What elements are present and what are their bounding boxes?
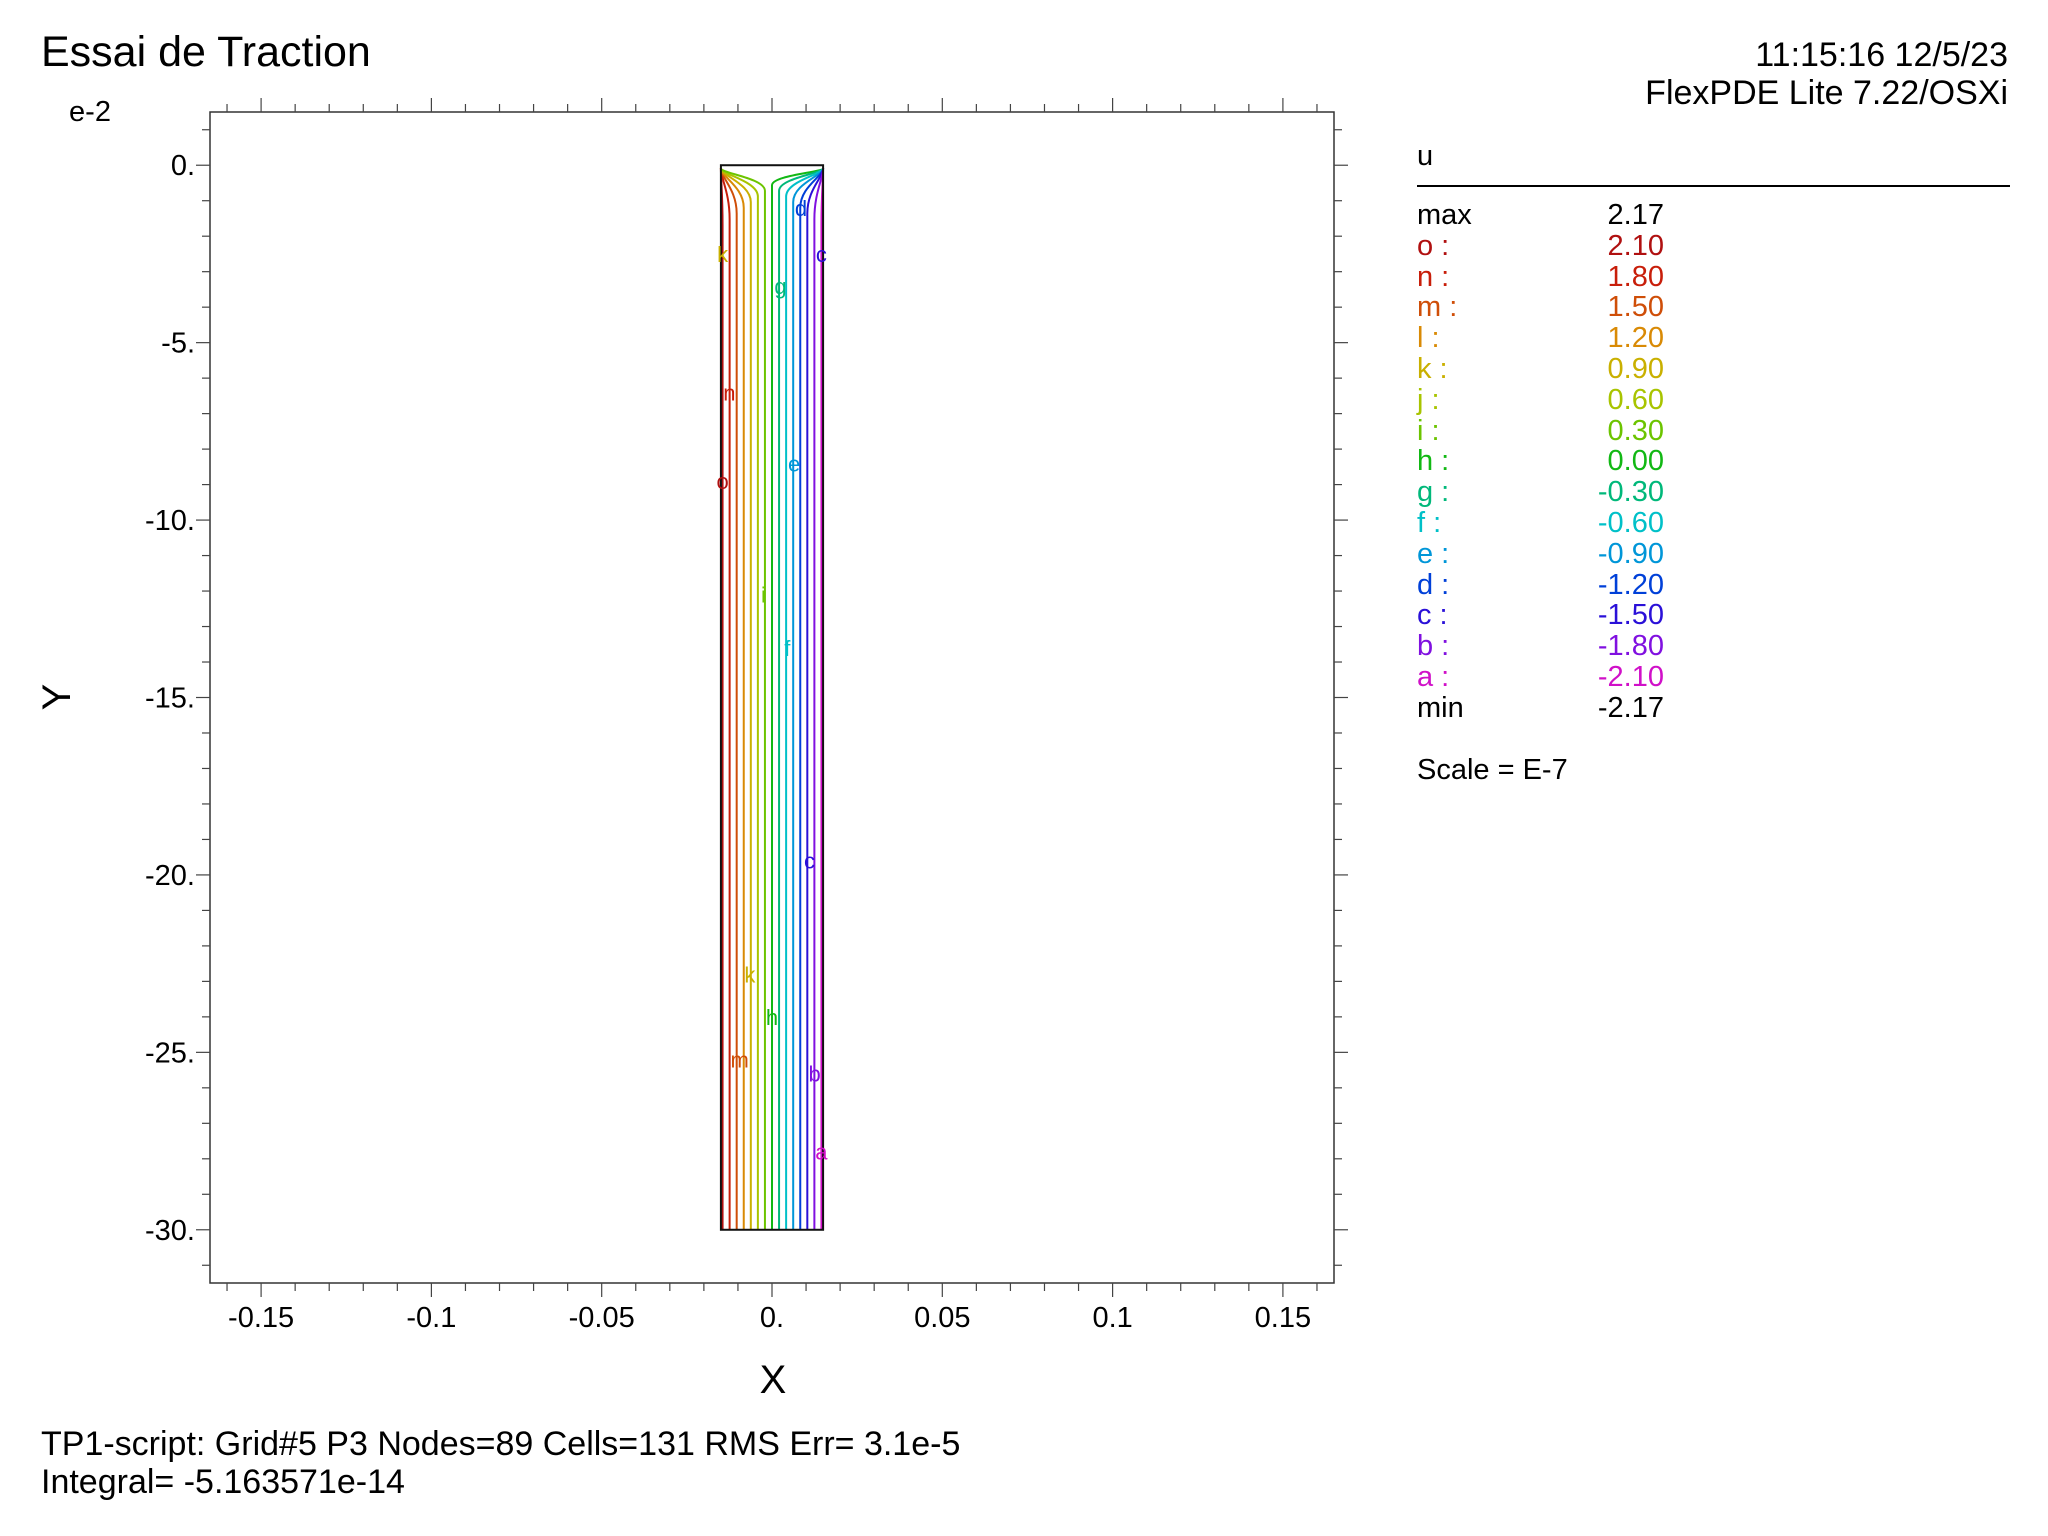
legend-level-value: -0.30 — [1597, 476, 1664, 509]
legend-level-label: a : — [1417, 660, 1450, 693]
plot-title: Essai de Traction — [41, 28, 371, 76]
solver-status: TP1-script: Grid#5 P3 Nodes=89 Cells=131… — [41, 1425, 961, 1463]
legend-level-value: -0.60 — [1597, 506, 1664, 539]
x-tick-label: 0.1 — [1092, 1302, 1132, 1334]
y-tick-label: -10. — [145, 505, 195, 537]
legend-level-value: 0.30 — [1607, 414, 1664, 447]
legend-row-l: l : 1.20 — [1417, 323, 2017, 354]
legend-level-label: o : — [1417, 229, 1450, 262]
contour-label-k: k — [744, 962, 756, 987]
contour-label-o: o — [716, 469, 728, 494]
legend-level-value: 1.50 — [1607, 291, 1664, 324]
contour-label-f: f — [784, 636, 791, 661]
integral-value: Integral= -5.163571e-14 — [41, 1463, 405, 1501]
legend-level-value: 1.20 — [1607, 322, 1664, 355]
contour-label-k: k — [717, 242, 729, 267]
legend-level-label: e : — [1417, 537, 1450, 570]
legend-level-label: b : — [1417, 630, 1450, 663]
legend-level-value: 2.17 — [1607, 199, 1664, 231]
legend-row-n: n : 1.80 — [1417, 260, 2017, 293]
legend-level-value: 2.10 — [1607, 229, 1664, 262]
x-tick-label: 0. — [760, 1302, 784, 1334]
legend-level-value: 0.90 — [1607, 352, 1664, 385]
contour-label-e: e — [788, 451, 800, 476]
y-tick-label: -5. — [161, 328, 195, 360]
contour-label-h: h — [766, 1005, 778, 1030]
y-tick-label: -30. — [145, 1215, 195, 1247]
legend-row-min: min -2.17 — [1417, 691, 2017, 724]
legend-level-value: 0.60 — [1607, 383, 1664, 416]
x-tick-label: -0.1 — [406, 1302, 456, 1334]
contour-label-i: i — [761, 583, 766, 608]
legend-level-label: d : — [1417, 568, 1450, 601]
legend-row-c: c : -1.50 — [1417, 600, 2017, 631]
contour-label-c: c — [804, 849, 815, 874]
legend-variable: u — [1417, 140, 1434, 172]
y-axis-label: Y — [35, 684, 79, 711]
legend-level-label: k : — [1417, 352, 1448, 385]
domain-boundary — [719, 164, 825, 1231]
legend-row-d: d : -1.20 — [1417, 568, 2017, 601]
x-tick-label: -0.15 — [228, 1302, 294, 1334]
contour-label-m: m — [730, 1047, 748, 1072]
y-tick-label: -20. — [145, 860, 195, 892]
legend-level-value: -2.17 — [1597, 691, 1664, 724]
contour-label-a: a — [815, 1140, 828, 1165]
legend-row-j: j : 0.60 — [1417, 383, 2017, 416]
y-exponent-label: e-2 — [69, 96, 111, 128]
legend-row-a: a : -2.10 — [1417, 662, 2017, 693]
x-tick-label: -0.05 — [569, 1302, 635, 1334]
legend-level-label: c : — [1417, 599, 1448, 632]
y-tick-label: -25. — [145, 1037, 195, 1069]
x-tick-label: 0.05 — [914, 1302, 970, 1334]
y-tick-label: -15. — [145, 683, 195, 715]
legend-row-max: max 2.17 — [1417, 200, 2017, 231]
legend-level-label: min — [1417, 691, 1464, 724]
legend-row-f: f : -0.60 — [1417, 508, 2017, 539]
legend-level-value: 0.00 — [1607, 445, 1664, 478]
legend-divider — [1417, 185, 2010, 187]
legend-level-label: l : — [1417, 322, 1440, 355]
legend-row-o: o : 2.10 — [1417, 229, 2017, 262]
legend-row-h: h : 0.00 — [1417, 446, 2017, 477]
x-axis-label: X — [760, 1358, 787, 1402]
contour-label-n: n — [723, 380, 735, 405]
contour-label-g: g — [774, 274, 786, 299]
x-tick-label: 0.15 — [1255, 1302, 1311, 1334]
legend-level-label: j : — [1417, 383, 1440, 416]
legend-level-label: max — [1417, 199, 1472, 231]
legend-level-value: -1.20 — [1597, 568, 1664, 601]
legend-level-label: f : — [1417, 506, 1442, 539]
legend-row-b: b : -1.80 — [1417, 631, 2017, 662]
legend-level-value: 1.80 — [1607, 260, 1664, 293]
contour-line-i — [719, 167, 766, 1230]
program-version: FlexPDE Lite 7.22/OSXi — [1645, 74, 2008, 112]
legend-row-g: g : -0.30 — [1417, 477, 2017, 508]
legend-level-label: m : — [1417, 291, 1458, 324]
contour-label-b: b — [808, 1062, 820, 1087]
legend-row-e: e : -0.90 — [1417, 537, 2017, 570]
legend-row-m: m : 1.50 — [1417, 292, 2017, 323]
legend-level-value: -1.50 — [1597, 599, 1664, 632]
y-tick-label: 0. — [171, 150, 195, 182]
contour-label-c: c — [816, 242, 827, 267]
legend-level-label: n : — [1417, 260, 1450, 293]
timestamp: 11:15:16 12/5/23 — [1755, 36, 2008, 74]
legend-row-k: k : 0.90 — [1417, 354, 2017, 385]
legend-level-label: g : — [1417, 476, 1450, 509]
contour-label-d: d — [795, 196, 807, 221]
legend-level-value: -0.90 — [1597, 537, 1664, 570]
legend-level-label: h : — [1417, 445, 1450, 478]
legend-row-i: i : 0.30 — [1417, 414, 2017, 447]
legend-level-label: i : — [1417, 414, 1440, 447]
legend-level-value: -2.10 — [1597, 660, 1664, 693]
legend-level-value: -1.80 — [1597, 630, 1664, 663]
legend-table: max 2.17 o : 2.10 n : 1.80 m : 1.50 l : 1.20 k : 0.… — [1417, 200, 2017, 724]
scale-note: Scale = E-7 — [1417, 754, 1568, 786]
